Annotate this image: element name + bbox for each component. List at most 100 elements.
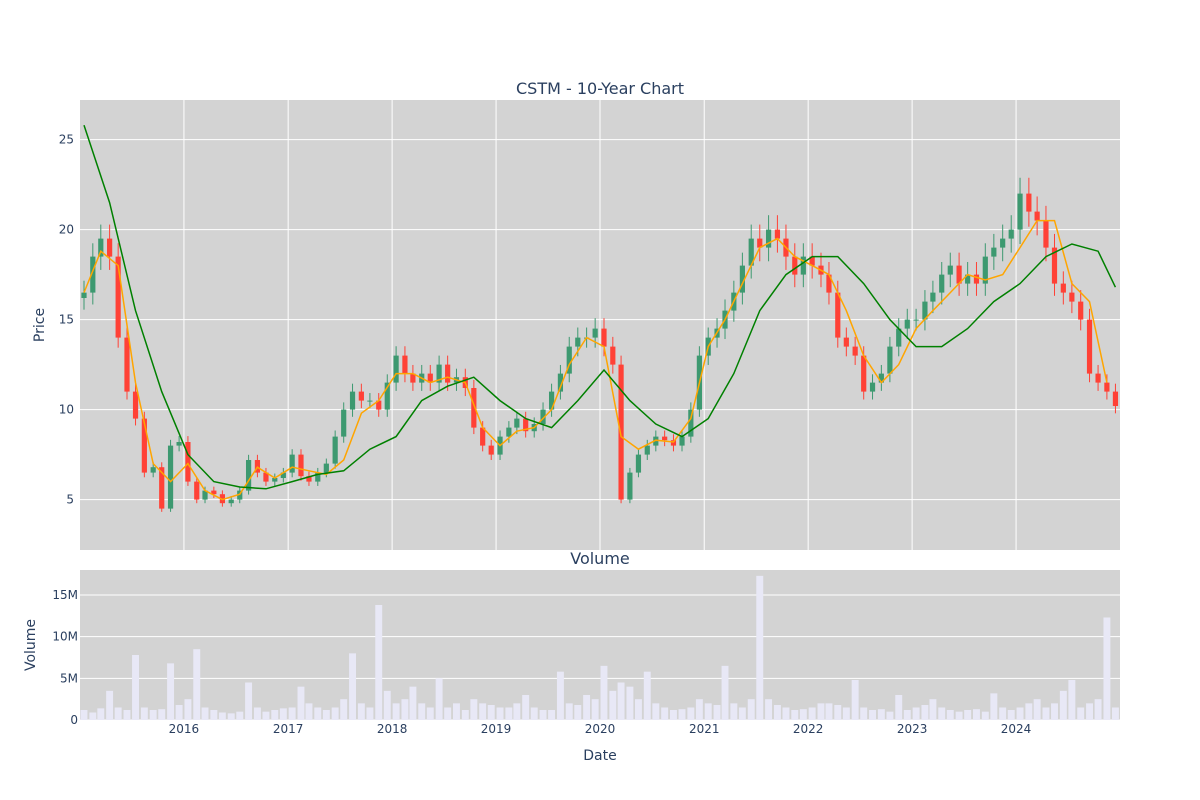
candle-body xyxy=(601,328,607,347)
volume-bar xyxy=(1086,703,1093,720)
volume-bar xyxy=(895,695,903,720)
volume-bar xyxy=(271,710,279,720)
candle-body xyxy=(219,494,225,504)
volume-bar xyxy=(279,708,287,720)
volume-bar xyxy=(583,695,591,720)
volume-bar xyxy=(886,711,894,720)
candle-body xyxy=(809,256,815,266)
volume-bar xyxy=(1033,699,1041,720)
volume-bar xyxy=(1042,707,1050,720)
volume-bar xyxy=(539,710,547,720)
volume-bar xyxy=(505,707,513,720)
candle-body xyxy=(150,467,156,473)
date-x-tick-label: 2022 xyxy=(793,722,824,736)
candle-body xyxy=(635,454,642,473)
candle-body xyxy=(228,499,234,504)
candle-body xyxy=(1069,292,1075,302)
volume-bar xyxy=(530,707,538,720)
candle-body xyxy=(471,388,477,428)
volume-bar xyxy=(167,663,175,720)
candle-body xyxy=(107,238,113,257)
volume-bar xyxy=(375,605,383,720)
volume-bar xyxy=(704,703,712,720)
candle-body xyxy=(341,409,347,437)
volume-bar xyxy=(695,699,703,720)
volume-subplot-title: Volume xyxy=(570,549,630,568)
candle-body xyxy=(90,256,96,293)
volume-bar xyxy=(1025,703,1033,720)
candle-body xyxy=(298,454,304,477)
candle-body xyxy=(939,274,945,293)
candle-body xyxy=(211,490,217,495)
candle-body xyxy=(869,382,876,392)
volume-bar xyxy=(964,710,972,720)
volume-bar xyxy=(349,653,356,720)
volume-bar xyxy=(713,705,721,720)
candle-body xyxy=(367,400,373,402)
volume-bar xyxy=(418,703,426,720)
volume-bar xyxy=(877,709,885,720)
candle-body xyxy=(835,292,841,338)
candle-body xyxy=(358,391,364,401)
volume-bar xyxy=(227,713,235,720)
volume-bar xyxy=(236,711,244,720)
candle-body xyxy=(982,256,988,284)
volume-bar xyxy=(383,690,391,720)
volume-bar xyxy=(661,707,669,720)
date-x-tick-label: 2016 xyxy=(169,722,200,736)
candle-body xyxy=(488,445,494,455)
volume-bar xyxy=(791,710,799,720)
volume-bar xyxy=(747,699,755,720)
candle-body xyxy=(1112,391,1119,406)
candle-body xyxy=(81,292,87,298)
volume-bar xyxy=(288,707,296,720)
candle-body xyxy=(323,463,329,473)
candle-body xyxy=(1078,301,1084,320)
candle-body xyxy=(523,418,529,432)
volume-bar xyxy=(322,710,330,720)
date-x-tick-label: 2021 xyxy=(689,722,720,736)
volume-y-tick-label: 5M xyxy=(60,671,78,685)
volume-bar xyxy=(626,686,634,720)
candle-body xyxy=(575,337,581,347)
price-y-tick-labels: 5 10 15 20 25 xyxy=(59,133,74,507)
candle-body xyxy=(1051,247,1058,284)
price-y-tick-label: 5 xyxy=(66,493,74,507)
volume-bar xyxy=(496,707,504,720)
candle-body xyxy=(384,382,390,410)
candle-body xyxy=(610,346,616,365)
candle-body xyxy=(245,460,252,491)
volume-bar xyxy=(591,699,599,720)
candle-body xyxy=(991,247,997,257)
candle-body xyxy=(436,364,442,383)
volume-bar xyxy=(609,690,617,720)
volume-bar xyxy=(730,703,738,720)
volume-bar xyxy=(487,705,495,720)
candle-body xyxy=(272,478,278,482)
volume-bar xyxy=(678,709,686,720)
candle-body xyxy=(445,364,451,383)
volume-bar xyxy=(912,707,920,720)
volume-bar xyxy=(1059,690,1067,720)
candle-body xyxy=(800,256,806,275)
candle-body xyxy=(748,238,754,266)
candle-body xyxy=(843,337,849,347)
candle-body xyxy=(956,265,962,284)
candle-body xyxy=(930,292,936,302)
volume-bar xyxy=(123,710,131,720)
volume-bar xyxy=(314,707,322,720)
candle-body xyxy=(887,346,893,374)
candle-body xyxy=(237,490,243,500)
candle-body xyxy=(98,238,104,257)
candle-body xyxy=(132,391,139,419)
volume-bar xyxy=(149,710,157,720)
candle-body xyxy=(1008,229,1014,239)
date-x-tick-label: 2023 xyxy=(897,722,928,736)
volume-bar xyxy=(132,655,139,720)
candle-body xyxy=(792,256,798,275)
volume-bar xyxy=(297,686,305,720)
volume-bar xyxy=(1103,617,1111,720)
volume-bar xyxy=(444,707,452,720)
volume-bar xyxy=(210,710,218,720)
candle-body xyxy=(167,445,174,509)
